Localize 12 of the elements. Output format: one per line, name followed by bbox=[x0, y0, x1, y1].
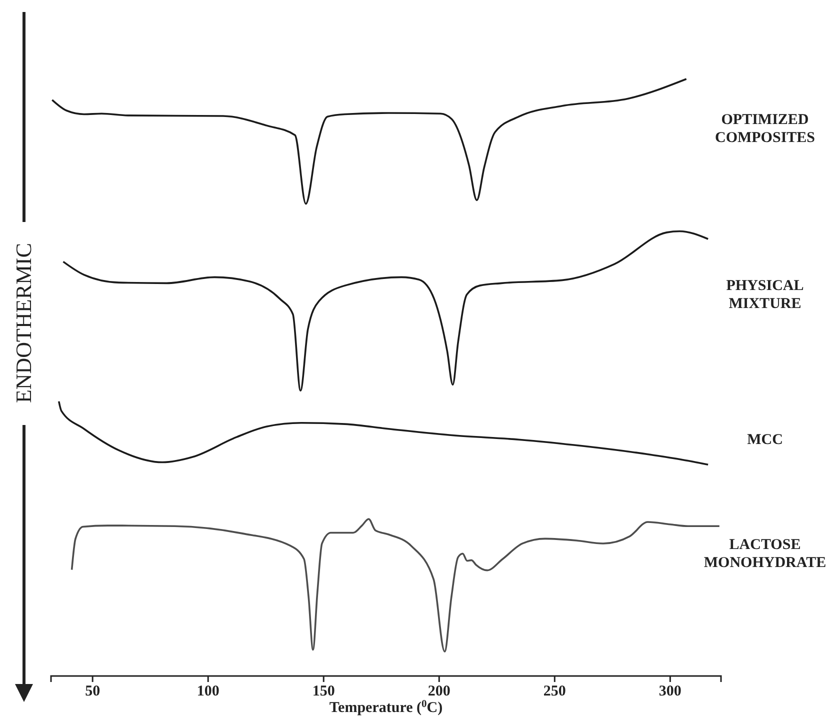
series-label: LACTOSE MONOHYDRATE bbox=[704, 537, 826, 572]
x-tick-label: 50 bbox=[85, 684, 100, 700]
text: MCC bbox=[747, 432, 783, 448]
x-tick-label: 300 bbox=[658, 684, 682, 700]
x-axis-title: Temperature ($^{0}$C) bbox=[329, 698, 443, 716]
x-tick-label: 200 bbox=[428, 684, 450, 700]
x-tick-label: 150 bbox=[312, 684, 335, 700]
y-axis-title: ENDOTHERMIC bbox=[11, 242, 36, 404]
text: OPTIMIZED COMPOSITES bbox=[714, 112, 816, 146]
x-tick-label: 250 bbox=[543, 684, 566, 700]
x-tick-label: 100 bbox=[196, 684, 220, 700]
text: PHYSICAL MIXTURE bbox=[726, 278, 804, 312]
